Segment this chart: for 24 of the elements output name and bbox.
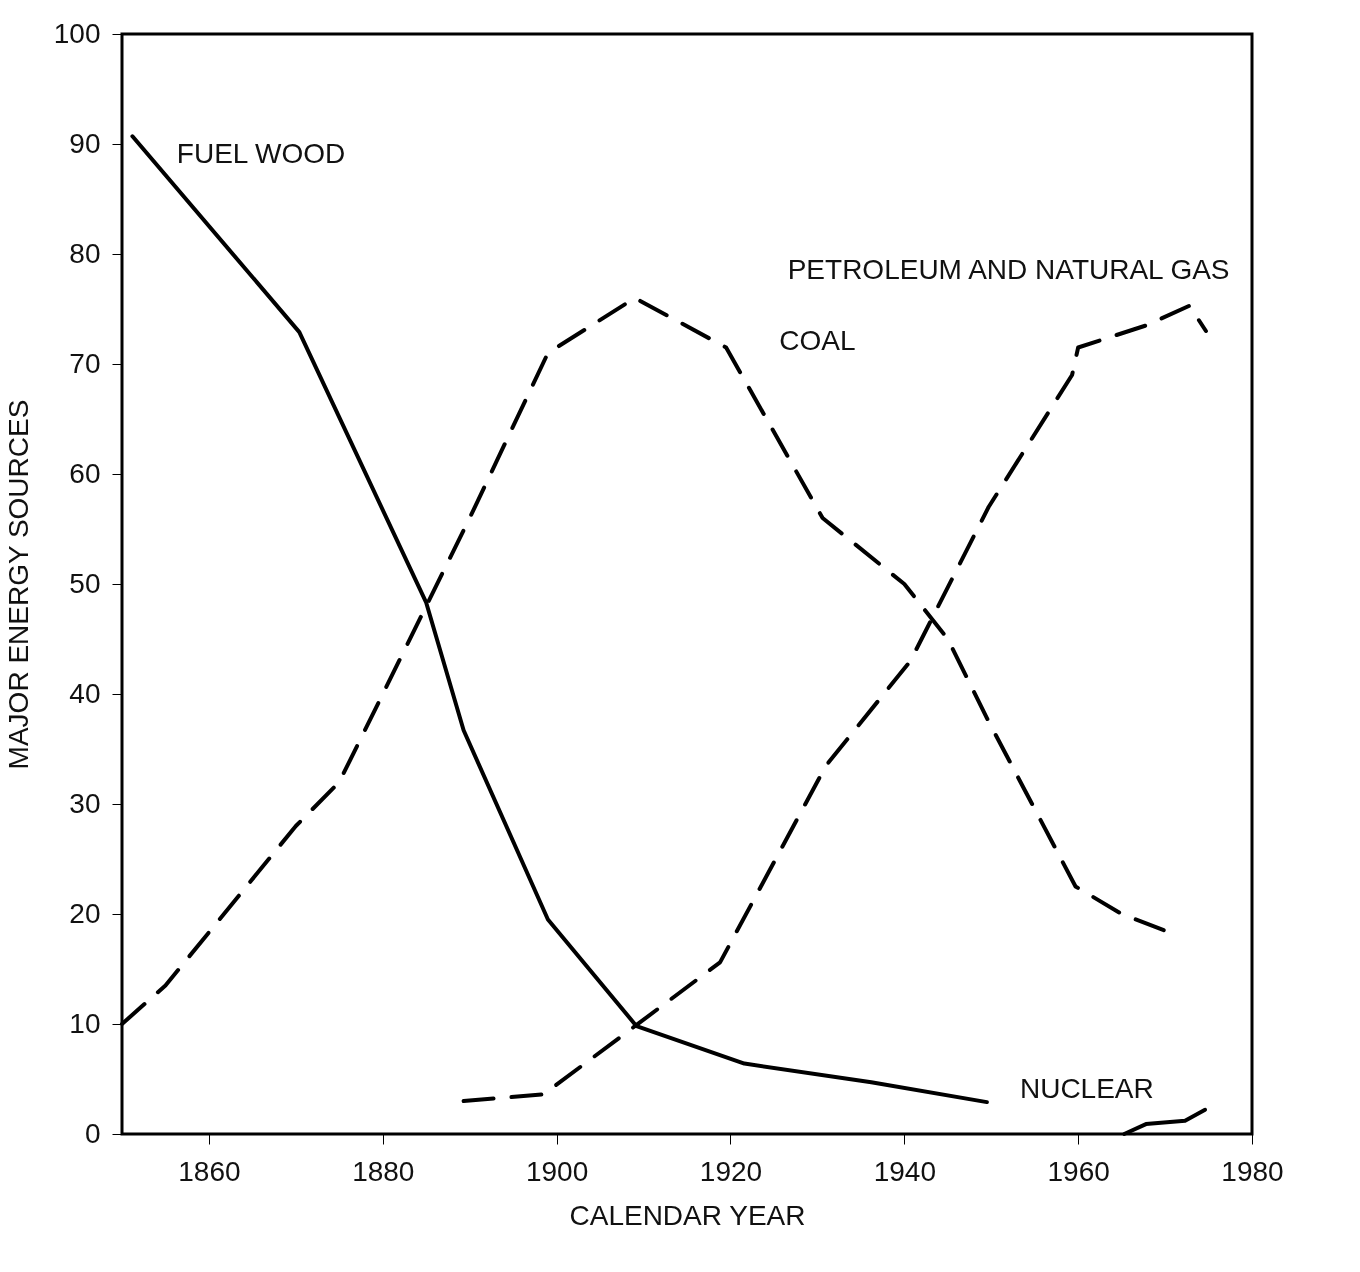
y-tick-label: 90 bbox=[69, 127, 101, 159]
y-tick-label: 0 bbox=[84, 1117, 101, 1149]
y-tick-label: 60 bbox=[69, 457, 101, 489]
y-tick-label: 10 bbox=[69, 1007, 101, 1039]
y-tick-label: 100 bbox=[53, 17, 101, 49]
y-tick-label: 30 bbox=[69, 787, 101, 819]
x-tick-label: 1900 bbox=[525, 1155, 589, 1187]
y-tick-label: 20 bbox=[69, 897, 101, 929]
y-tick-label: 50 bbox=[69, 567, 101, 599]
series-label: COAL bbox=[779, 325, 856, 356]
x-tick-label: 1940 bbox=[873, 1155, 936, 1187]
x-tick-label: 1960 bbox=[1047, 1155, 1110, 1187]
x-tick-label: 1880 bbox=[352, 1155, 415, 1187]
x-axis-title: CALENDAR YEAR bbox=[569, 1199, 806, 1231]
series-label: NUCLEAR bbox=[1019, 1073, 1154, 1104]
x-tick-label: 1920 bbox=[699, 1155, 763, 1187]
y-tick-label: 40 bbox=[69, 677, 101, 709]
y-axis-title: MAJOR ENERGY SOURCES bbox=[2, 399, 34, 770]
x-tick-label: 1980 bbox=[1221, 1155, 1284, 1187]
y-tick-label: 70 bbox=[69, 347, 101, 379]
series-label: FUEL WOOD bbox=[176, 138, 346, 169]
x-tick-label: 1860 bbox=[178, 1155, 241, 1187]
series-label: PETROLEUM AND NATURAL GAS bbox=[787, 253, 1230, 285]
y-tick-label: 80 bbox=[69, 237, 101, 269]
